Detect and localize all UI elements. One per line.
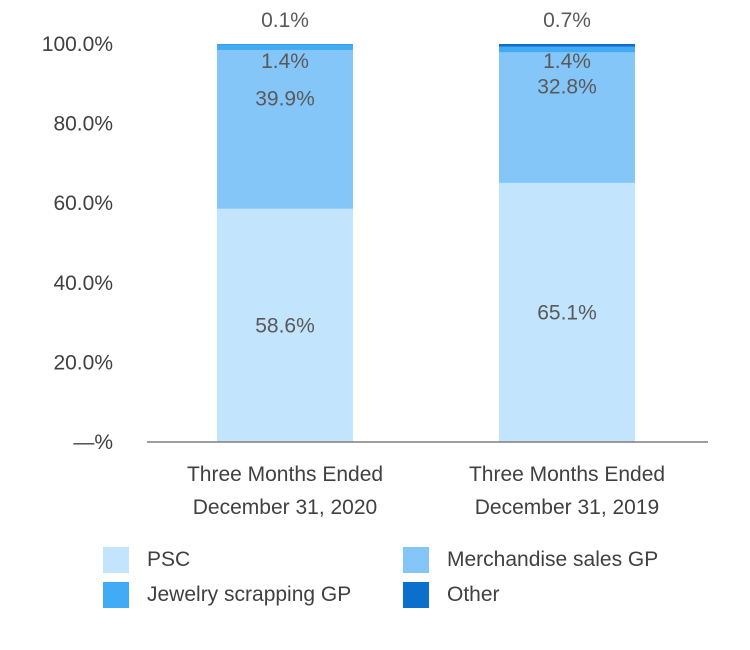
legend-item-other: Other	[403, 581, 500, 609]
legend-swatch-jewelry-scrapping-gp	[103, 582, 129, 608]
y-tick-label: —%	[73, 431, 113, 454]
legend-item-jewelry-scrapping-gp: Jewelry scrapping GP	[103, 581, 351, 609]
y-tick-label: 60.0%	[53, 192, 113, 215]
bar-segment-jewelry-scrapping-gp	[217, 44, 353, 50]
y-tick-label: 40.0%	[53, 272, 113, 295]
x-category-label: December 31, 2020	[193, 496, 377, 519]
y-tick-label: 20.0%	[53, 351, 113, 374]
data-label-jewelry-scrapping-gp: 1.4%	[543, 50, 591, 73]
y-axis-ticks: —% 20.0% 40.0% 60.0% 80.0% 100.0%	[42, 33, 113, 454]
stacked-bar-chart: —% 20.0% 40.0% 60.0% 80.0% 100.0% 58.6% 39.9% 1…	[42, 9, 708, 519]
legend-label-merchandise-sales-gp: Merchandise sales GP	[447, 548, 659, 571]
x-axis-category-labels: Three Months Ended December 31, 2020 Three…	[187, 463, 665, 519]
data-label-merchandise-sales-gp: 39.9%	[255, 87, 315, 110]
legend-swatch-merchandise-sales-gp	[403, 547, 429, 573]
legend-item-merchandise-sales-gp: Merchandise sales GP	[403, 546, 658, 574]
y-tick-label: 80.0%	[53, 113, 113, 136]
bar-segments	[217, 44, 635, 443]
legend-label-jewelry-scrapping-gp: Jewelry scrapping GP	[147, 583, 352, 606]
bar-segment-jewelry-scrapping-gp	[499, 46, 635, 53]
x-category-label: Three Months Ended	[469, 463, 665, 486]
legend-swatch-other	[403, 582, 429, 608]
bar-segment-other	[499, 44, 635, 47]
legend-label-psc: PSC	[147, 548, 191, 571]
bar-segment-psc	[217, 208, 353, 442]
data-label-other: 0.7%	[543, 9, 591, 32]
legend-swatch-psc	[103, 547, 129, 573]
data-label-merchandise-sales-gp: 32.8%	[537, 76, 597, 99]
data-label-other: 0.1%	[261, 9, 309, 32]
legend-label-other: Other	[447, 583, 500, 606]
x-category-label: December 31, 2019	[475, 496, 659, 519]
data-label-jewelry-scrapping-gp: 1.4%	[261, 50, 309, 73]
data-label-psc: 58.6%	[255, 314, 315, 337]
data-label-psc: 65.1%	[537, 301, 597, 324]
y-tick-label: 100.0%	[42, 33, 113, 56]
data-labels: 58.6% 39.9% 1.4% 0.1% 65.1% 32.8% 1.4% 0.7%	[255, 9, 597, 337]
bar-segment-merchandise-sales-gp	[499, 52, 635, 183]
bar-segment-psc	[499, 182, 635, 443]
bar-segment-merchandise-sales-gp	[217, 49, 353, 209]
x-category-label: Three Months Ended	[187, 463, 383, 486]
legend-item-psc: PSC	[103, 546, 190, 574]
